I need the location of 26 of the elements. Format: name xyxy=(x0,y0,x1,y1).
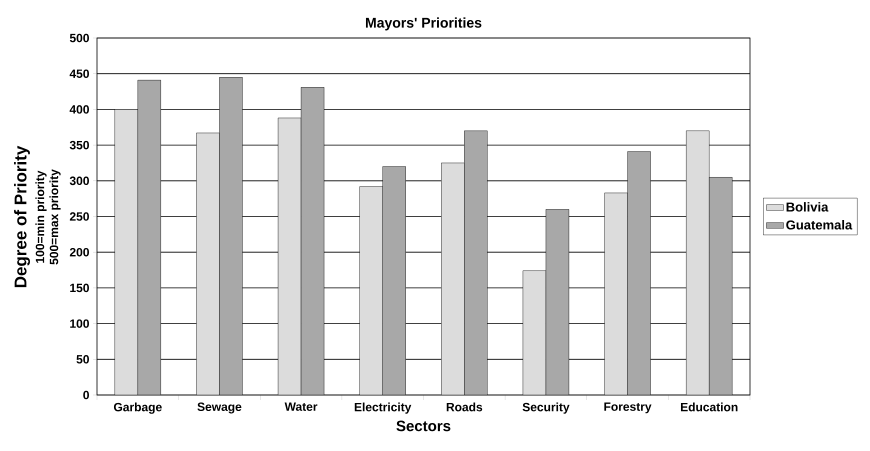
text: 500=max priority xyxy=(49,169,61,264)
y-tick-label: 100 xyxy=(70,319,89,328)
legend-label: Guatemala xyxy=(786,220,852,230)
x-tick-label: Security xyxy=(522,402,570,414)
x-tick-label: Sewage xyxy=(197,402,242,414)
legend-label: Bolivia xyxy=(786,202,828,212)
y-tick-label: 250 xyxy=(70,212,89,221)
x-tick-label: Roads xyxy=(446,402,482,412)
y-tick-label: 0 xyxy=(83,390,89,400)
x-tick-label: Education xyxy=(680,402,738,412)
y-tick-label: 400 xyxy=(70,105,89,114)
x-axis-title: Sectors xyxy=(396,420,450,432)
y-tick-label: 150 xyxy=(70,284,89,292)
x-tick-label: Water xyxy=(284,402,318,411)
chart-title: Mayors' Priorities xyxy=(366,17,482,30)
y-axis-title: Degree of Priority xyxy=(14,146,30,288)
x-tick-label: Garbage xyxy=(114,402,162,414)
x-tick-label: Forestry xyxy=(604,402,652,414)
y-tick-label: 500 xyxy=(70,34,89,42)
y-tick-label: 50 xyxy=(76,355,89,364)
y-tick-label: 300 xyxy=(70,176,89,186)
y-tick-label: 350 xyxy=(70,140,89,150)
y-tick-label: 200 xyxy=(70,248,89,256)
text: 100=min priority xyxy=(35,170,47,263)
y-tick-label: 450 xyxy=(70,69,89,78)
x-tick-label: Electricity xyxy=(354,402,412,414)
